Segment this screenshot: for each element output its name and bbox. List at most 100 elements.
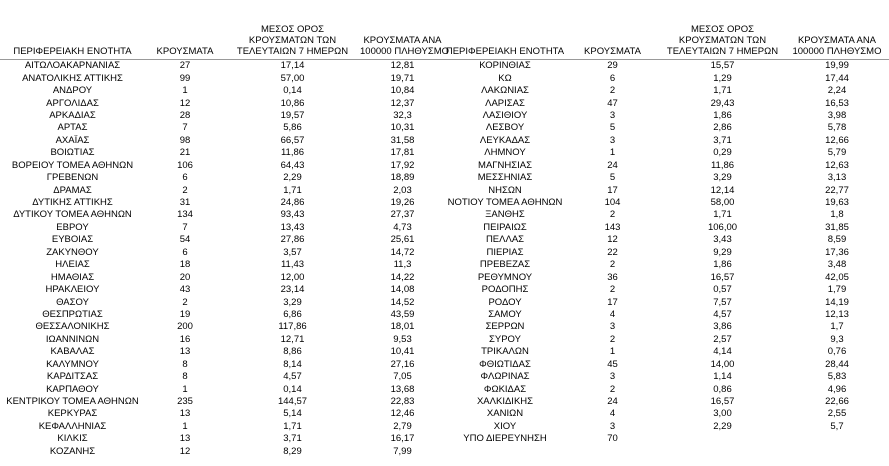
value-cell: 1	[182, 383, 188, 395]
value-cell: 43,59	[390, 308, 415, 320]
value-cell: 11,86	[280, 147, 305, 159]
value-cell: 3	[609, 134, 616, 146]
value-cell: 99	[179, 72, 191, 84]
region-cell: ΡΕΘΥΜΝΟΥ	[477, 271, 533, 283]
table-row: ΚΑΡΠΑΘΟΥ 1 0,14 13,68	[0, 383, 445, 395]
region-cell: ΚΟΡΙΝΘΙΑΣ	[479, 60, 531, 72]
value-cell: 28	[179, 109, 191, 121]
region-cell: ΜΑΓΝΗΣΙΑΣ	[478, 159, 532, 171]
table-row: ΚΕΝΤΡΙΚΟΥ ΤΟΜΕΑ ΑΘΗΝΩΝ 235 144,57 22,83	[0, 396, 445, 408]
region-cell: ΑΡΓΟΛΙΔΑΣ	[46, 97, 99, 109]
region-cell: ΔΥΤΙΚΟΥ ΤΟΜΕΑ ΑΘΗΝΩΝ	[13, 209, 132, 221]
value-cell: 16	[179, 333, 191, 345]
value-cell: 3	[609, 371, 616, 383]
header-line: ΚΡΟΥΣΜΑΤΩΝ ΤΩΝ	[678, 35, 767, 46]
table-body: ΚΟΡΙΝΘΙΑΣ 29 15,57 19,99 ΚΩ 6 1,29 17,44 ΛΑΚΩΝΙΑ…	[445, 60, 889, 446]
value-cell: 4	[609, 408, 616, 420]
region-cell: ΑΡΤΑΣ	[57, 122, 88, 134]
region-cell: ΧΙΟΥ	[493, 420, 517, 432]
table-row: ΣΑΜΟΥ 4 4,57 12,13	[445, 309, 889, 321]
table-row: ΧΑΛΚΙΔΙΚΗΣ 24 16,57 22,66	[445, 396, 889, 408]
header-line: ΤΕΛΕΥΤΑΙΩΝ 7 ΗΜΕΡΩΝ	[236, 46, 349, 57]
table-row: ΛΑΚΩΝΙΑΣ 2 1,71 2,24	[445, 85, 889, 97]
region-cell: ΖΑΚΥΝΘΟΥ	[46, 246, 99, 258]
value-cell: 2	[609, 284, 616, 296]
region-cell: ΦΩΚΙΔΑΣ	[483, 383, 527, 395]
value-cell: 5,83	[827, 371, 847, 383]
value-cell: 10,84	[390, 85, 415, 97]
region-cell: ΚΕΦΑΛΛΗΝΙΑΣ	[38, 420, 107, 432]
value-cell: 1,71	[283, 184, 302, 196]
value-cell: 3,57	[283, 246, 302, 258]
header-line: ΚΡΟΥΣΜΑΤΑ ΑΝΑ	[797, 35, 877, 46]
value-cell: 0,57	[713, 284, 732, 296]
table-row: ΓΡΕΒΕΝΩΝ 6 2,29 18,89	[0, 172, 445, 184]
value-cell: 2	[182, 296, 188, 308]
table-row: ΔΥΤΙΚΗΣ ΑΤΤΙΚΗΣ 31 24,86 19,26	[0, 197, 445, 209]
column-header: ΠΕΡΙΦΕΡΕΙΑΚΗ ΕΝΟΤΗΤΑ	[445, 0, 565, 60]
value-cell: 10,41	[390, 346, 415, 358]
value-cell: 70	[607, 433, 618, 445]
value-cell: 6	[182, 246, 188, 258]
value-cell: 11,43	[280, 259, 305, 271]
value-cell: 64,43	[280, 159, 305, 171]
table-row: ΚΩ 6 1,29 17,44	[445, 72, 889, 84]
value-cell: 5,79	[827, 147, 847, 159]
value-cell: 15,57	[710, 60, 735, 72]
region-cell: ΧΑΝΙΩΝ	[486, 408, 524, 420]
header-line: ΚΡΟΥΣΜΑΤΑ	[156, 46, 214, 57]
table-row: ΠΕΛΛΑΣ 12 3,43 8,59	[445, 234, 889, 246]
value-cell: 2,03	[393, 184, 412, 196]
value-cell: 8,14	[283, 358, 302, 370]
column-header: ΜΕΣΟΣ ΟΡΟΣ ΚΡΟΥΣΜΑΤΩΝ ΤΩΝ ΤΕΛΕΥΤΑΙΩΝ 7 ΗΜΕ…	[660, 0, 785, 60]
value-cell: 2,86	[713, 122, 732, 134]
value-cell: 24	[607, 159, 618, 171]
region-cell: ΛΑΚΩΝΙΑΣ	[481, 85, 529, 97]
value-cell: 3	[609, 109, 616, 121]
region-cell: ΚΩ	[498, 72, 512, 84]
header-line: ΚΡΟΥΣΜΑΤΑ	[584, 46, 641, 57]
value-cell: 200	[177, 321, 193, 333]
value-cell: 7	[182, 221, 188, 233]
region-cell: ΦΛΩΡΙΝΑΣ	[480, 371, 530, 383]
table-row: ΖΑΚΥΝΘΟΥ 6 3,57 14,72	[0, 247, 445, 259]
value-cell: 57,00	[280, 72, 305, 84]
value-cell: 98	[179, 134, 191, 146]
table-row: ΑΡΓΟΛΙΔΑΣ 12 10,86 12,37	[0, 97, 445, 109]
value-cell: 4,57	[713, 308, 732, 320]
value-cell: 14,00	[710, 358, 735, 370]
table-row: ΡΟΔΟΥ 17 7,57 14,19	[445, 296, 889, 308]
value-cell: 7,57	[713, 296, 732, 308]
table-row: ΣΕΡΡΩΝ 3 3,86 1,7	[445, 321, 889, 333]
value-cell: 93,43	[280, 209, 305, 221]
table-row: ΕΥΒΟΙΑΣ 54 27,86 25,61	[0, 234, 445, 246]
table-row: ΕΒΡΟΥ 7 13,43 4,73	[0, 222, 445, 234]
value-cell: 7,05	[393, 371, 412, 383]
value-cell: 54	[179, 234, 191, 246]
value-cell: 2,24	[827, 85, 847, 97]
table-row: ΒΟΡΕΙΟΥ ΤΟΜΕΑ ΑΘΗΝΩΝ 106 64,43 17,92	[0, 160, 445, 172]
region-cell: ΙΩΑΝΝΙΝΩΝ	[45, 333, 100, 345]
value-cell: 17	[607, 296, 618, 308]
table-row: ΚΑΛΥΜΝΟΥ 8 8,14 27,16	[0, 359, 445, 371]
table-row: ΑΝΑΤΟΛΙΚΗΣ ΑΤΤΙΚΗΣ 99 57,00 19,71	[0, 72, 445, 84]
value-cell: 5,7	[830, 420, 844, 432]
value-cell: 12,66	[825, 134, 849, 146]
table-row: ΧΙΟΥ 3 2,29 5,7	[445, 421, 889, 433]
table-row: ΚΟΡΙΝΘΙΑΣ 29 15,57 19,99	[445, 60, 889, 73]
value-cell: 25,61	[390, 234, 415, 246]
value-cell: 8	[182, 358, 188, 370]
value-cell: 3,43	[713, 234, 732, 246]
value-cell: 0,86	[713, 383, 732, 395]
value-cell: 8,29	[283, 445, 302, 457]
value-cell: 16,57	[710, 271, 735, 283]
value-cell: 6,86	[283, 308, 302, 320]
value-cell: 3,71	[713, 134, 732, 146]
value-cell: 27,86	[280, 234, 305, 246]
region-cell: ΕΥΒΟΙΑΣ	[51, 234, 94, 246]
table-row: ΡΕΘΥΜΝΟΥ 36 16,57 42,05	[445, 271, 889, 283]
table-row: ΛΑΡΙΣΑΣ 47 29,43 16,53	[445, 97, 889, 109]
value-cell: 5	[609, 122, 616, 134]
region-cell: ΞΑΝΘΗΣ	[485, 209, 525, 221]
value-cell: 19	[179, 308, 191, 320]
